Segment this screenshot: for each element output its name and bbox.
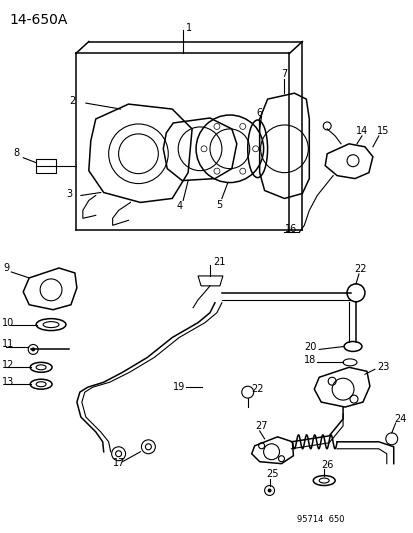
Text: 3: 3: [66, 190, 72, 199]
Text: 12: 12: [2, 360, 15, 370]
Circle shape: [267, 489, 271, 492]
Text: 14: 14: [355, 126, 367, 136]
Text: 22: 22: [353, 264, 366, 274]
Text: 19: 19: [173, 382, 185, 392]
Text: 27: 27: [255, 421, 268, 431]
Text: 7: 7: [281, 69, 287, 79]
Text: 26: 26: [320, 459, 333, 470]
Circle shape: [239, 124, 245, 130]
Text: 20: 20: [304, 343, 316, 352]
Circle shape: [214, 124, 219, 130]
Text: 11: 11: [2, 340, 14, 350]
Text: 24: 24: [394, 414, 406, 424]
Text: 95714  650: 95714 650: [297, 515, 344, 524]
Text: 14-650A: 14-650A: [9, 13, 68, 27]
Text: 13: 13: [2, 377, 14, 387]
Text: 25: 25: [266, 469, 278, 479]
Circle shape: [201, 146, 206, 152]
Text: 15: 15: [376, 126, 388, 136]
Text: 8: 8: [13, 148, 19, 158]
Circle shape: [239, 168, 245, 174]
Text: 9: 9: [3, 263, 9, 273]
Text: 4: 4: [176, 201, 182, 212]
Text: 10: 10: [2, 318, 14, 328]
Circle shape: [31, 348, 35, 351]
Text: 22: 22: [251, 384, 263, 394]
Text: 1: 1: [186, 22, 192, 33]
Circle shape: [214, 168, 219, 174]
Text: 6: 6: [256, 108, 262, 118]
Circle shape: [252, 146, 258, 152]
Text: 2: 2: [69, 96, 75, 106]
Text: 21: 21: [212, 257, 225, 267]
Text: 5: 5: [216, 200, 222, 211]
Text: 17: 17: [112, 458, 125, 467]
Text: 16: 16: [284, 224, 296, 234]
Text: 18: 18: [304, 356, 316, 365]
Text: 23: 23: [376, 362, 388, 373]
